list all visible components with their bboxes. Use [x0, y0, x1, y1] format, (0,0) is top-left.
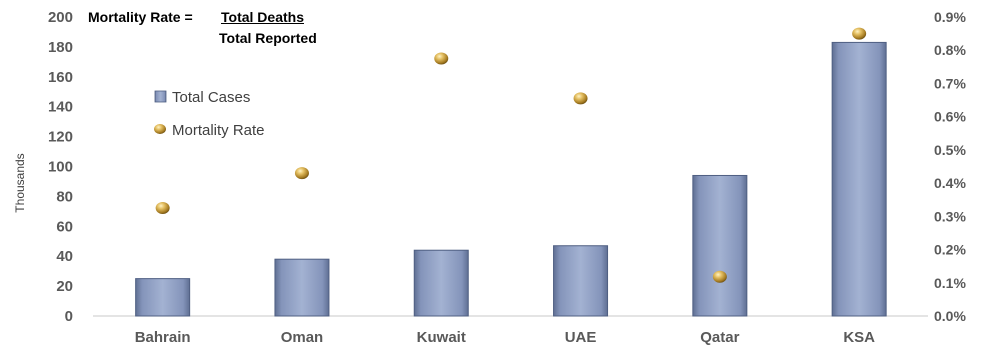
scatter-point — [434, 52, 449, 65]
y-tick-label: 40 — [56, 248, 73, 265]
formula-label: Mortality Rate = — [88, 9, 193, 25]
y-tick-label: 20 — [56, 278, 73, 295]
y-axis-right: 0.0% 0.1% 0.2% 0.3% 0.4% 0.5% 0.6% 0.7% 0.8% 0.9% — [934, 9, 966, 324]
scatter-series — [155, 27, 867, 283]
x-axis-labels: Bahrain Oman Kuwait UAE Qatar KSA — [135, 329, 875, 346]
legend-swatch-total-cases — [154, 90, 167, 103]
y2-tick-label: 0.8% — [934, 42, 966, 58]
y-tick-label: 120 — [48, 129, 73, 146]
bar — [692, 174, 748, 317]
bar — [413, 249, 469, 317]
y-tick-label: 180 — [48, 39, 73, 56]
bar — [831, 41, 887, 317]
y2-tick-label: 0.7% — [934, 75, 966, 91]
scatter-point — [573, 92, 588, 105]
scatter-point — [294, 167, 309, 180]
bar — [135, 278, 191, 317]
formula-numerator: Total Deaths — [221, 9, 304, 25]
y2-tick-label: 0.1% — [934, 275, 966, 291]
y2-tick-label: 0.0% — [934, 308, 966, 324]
x-tick-label: UAE — [565, 329, 597, 346]
y-tick-label: 100 — [48, 159, 73, 176]
bar — [274, 258, 330, 317]
y2-tick-label: 0.5% — [934, 142, 966, 158]
y-tick-label: 80 — [56, 188, 73, 205]
y-tick-label: 160 — [48, 69, 73, 86]
x-tick-label: Oman — [281, 329, 324, 346]
y2-tick-label: 0.3% — [934, 208, 966, 224]
y2-tick-label: 0.4% — [934, 175, 966, 191]
y-tick-label: 200 — [48, 9, 73, 26]
legend-label-mortality-rate: Mortality Rate — [172, 122, 265, 139]
bar-series — [135, 41, 887, 317]
legend: Total Cases Mortality Rate — [154, 89, 265, 139]
x-tick-label: Kuwait — [417, 329, 466, 346]
y-axis-left: 0 20 40 60 80 100 120 140 160 180 200 — [48, 9, 73, 325]
y-tick-label: 140 — [48, 99, 73, 116]
x-tick-label: KSA — [843, 329, 875, 346]
legend-label-total-cases: Total Cases — [172, 89, 250, 106]
scatter-point — [155, 202, 170, 215]
scatter-point — [712, 270, 727, 283]
y-axis-title: Thousands — [13, 153, 27, 212]
formula-denominator: Total Reported — [219, 30, 317, 46]
y2-tick-label: 0.9% — [934, 9, 966, 25]
scatter-point — [852, 27, 867, 40]
x-tick-label: Qatar — [700, 329, 739, 346]
y-tick-label: 60 — [56, 218, 73, 235]
y2-tick-label: 0.6% — [934, 109, 966, 125]
y-tick-label: 0 — [65, 308, 73, 325]
legend-swatch-mortality-rate — [154, 124, 166, 134]
bar — [553, 245, 609, 317]
y2-tick-label: 0.2% — [934, 242, 966, 258]
x-tick-label: Bahrain — [135, 329, 191, 346]
